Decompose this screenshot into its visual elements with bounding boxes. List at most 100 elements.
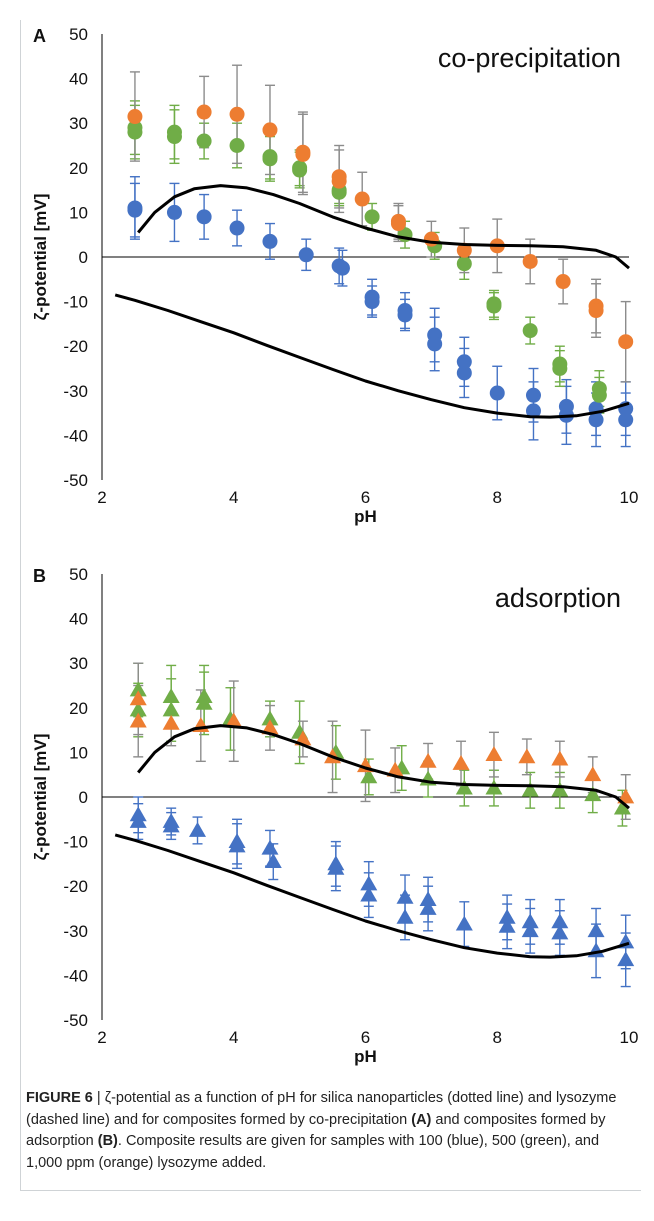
data-point <box>456 365 472 381</box>
y-tick-label: 20 <box>69 159 88 178</box>
data-point-triangle <box>129 701 147 717</box>
data-point <box>331 184 347 200</box>
data-point <box>196 104 212 120</box>
x-tick-label: 10 <box>620 1028 639 1047</box>
data-point-triangle <box>419 891 437 906</box>
data-point-triangle <box>587 942 605 958</box>
data-point <box>588 303 604 319</box>
data-point <box>555 274 571 290</box>
data-point-triangle <box>452 755 470 770</box>
figure-caption: FIGURE 6 | ζ-potential as a function of … <box>26 1088 636 1174</box>
y-tick-label: 10 <box>69 203 88 222</box>
data-point-triangle <box>587 922 605 938</box>
y-tick-label: -20 <box>63 337 88 356</box>
data-point-triangle <box>498 917 516 933</box>
plot-marks <box>114 64 634 448</box>
caption-separator: | <box>92 1090 105 1106</box>
data-point <box>262 151 278 167</box>
data-point <box>525 387 541 403</box>
data-point-triangle <box>360 886 378 902</box>
data-point-triangle <box>551 750 569 766</box>
data-point <box>354 191 370 207</box>
data-point <box>618 412 634 428</box>
data-point-triangle <box>551 913 569 929</box>
data-point <box>390 216 406 232</box>
data-point <box>486 298 502 314</box>
data-point <box>522 253 538 269</box>
x-tick-label: 4 <box>229 1028 238 1047</box>
y-tick-label: -20 <box>63 877 88 896</box>
data-point-triangle <box>485 779 503 795</box>
data-point-triangle <box>261 710 279 726</box>
data-point <box>298 247 314 263</box>
y-tick-label: 0 <box>79 248 88 267</box>
data-point <box>196 133 212 149</box>
data-point-triangle <box>498 908 516 924</box>
y-tick-label: -50 <box>63 471 88 490</box>
data-point-triangle <box>360 768 378 784</box>
data-point-triangle <box>551 924 569 940</box>
x-tick-label: 8 <box>493 1028 502 1047</box>
x-axis-label: pH <box>354 1047 377 1066</box>
data-point-triangle <box>617 951 635 967</box>
plot-marks <box>114 662 635 988</box>
data-point-triangle <box>617 788 635 804</box>
y-tick-label: -30 <box>63 922 88 941</box>
y-tick-label: -30 <box>63 382 88 401</box>
data-point-triangle <box>455 915 473 931</box>
model-curve <box>114 293 630 419</box>
data-point-triangle <box>518 748 536 764</box>
data-point-triangle <box>261 719 279 735</box>
data-point <box>229 106 245 122</box>
y-axis-label: ζ-potential [mV] <box>31 194 50 321</box>
data-point <box>262 122 278 138</box>
y-axis-label: ζ-potential [mV] <box>31 734 50 861</box>
y-tick-label: 40 <box>69 70 88 89</box>
caption-ref-b: (B) <box>97 1133 118 1149</box>
data-point <box>588 412 604 428</box>
data-point-triangle <box>129 813 147 828</box>
data-point <box>456 354 472 370</box>
data-point <box>397 307 413 323</box>
y-tick-label: -50 <box>63 1011 88 1030</box>
data-point <box>456 256 472 272</box>
data-point-triangle <box>360 875 378 891</box>
data-point-triangle <box>162 688 180 704</box>
data-point-triangle <box>551 781 569 797</box>
y-tick-label: 30 <box>69 654 88 673</box>
data-point-triangle <box>521 922 539 938</box>
data-point-triangle <box>195 694 213 710</box>
y-tick-label: -40 <box>63 966 88 985</box>
data-point-triangle <box>327 859 345 875</box>
caption-text-1: ζ-potential as a function of pH for sili… <box>26 1090 617 1128</box>
x-tick-label: 10 <box>620 488 639 507</box>
model-curve <box>137 724 630 810</box>
data-point-triangle <box>225 712 243 728</box>
data-point <box>364 209 380 225</box>
data-point-triangle <box>521 781 539 797</box>
data-point-triangle <box>264 853 282 869</box>
caption-text-2: and composites formed by adsorption <box>26 1111 606 1150</box>
data-point <box>334 260 350 276</box>
data-point-triangle <box>521 913 539 929</box>
data-point-triangle <box>584 766 602 782</box>
data-point-triangle <box>162 701 180 717</box>
data-point <box>591 387 607 403</box>
y-tick-label: 10 <box>69 743 88 762</box>
data-point <box>166 204 182 220</box>
data-point-triangle <box>386 761 404 777</box>
x-tick-label: 6 <box>361 488 370 507</box>
data-point-triangle <box>419 752 437 768</box>
data-point <box>127 109 143 125</box>
y-tick-label: -40 <box>63 426 88 445</box>
y-tick-label: 0 <box>79 788 88 807</box>
data-point <box>423 231 439 247</box>
data-point <box>552 361 568 376</box>
figure-frame <box>20 20 641 1191</box>
caption-ref-a: (A) <box>411 1111 432 1128</box>
data-point-triangle <box>162 714 180 730</box>
caption-figure-label: FIGURE 6 <box>26 1090 93 1106</box>
data-point-triangle <box>485 746 503 762</box>
y-tick-label: 40 <box>69 610 88 629</box>
